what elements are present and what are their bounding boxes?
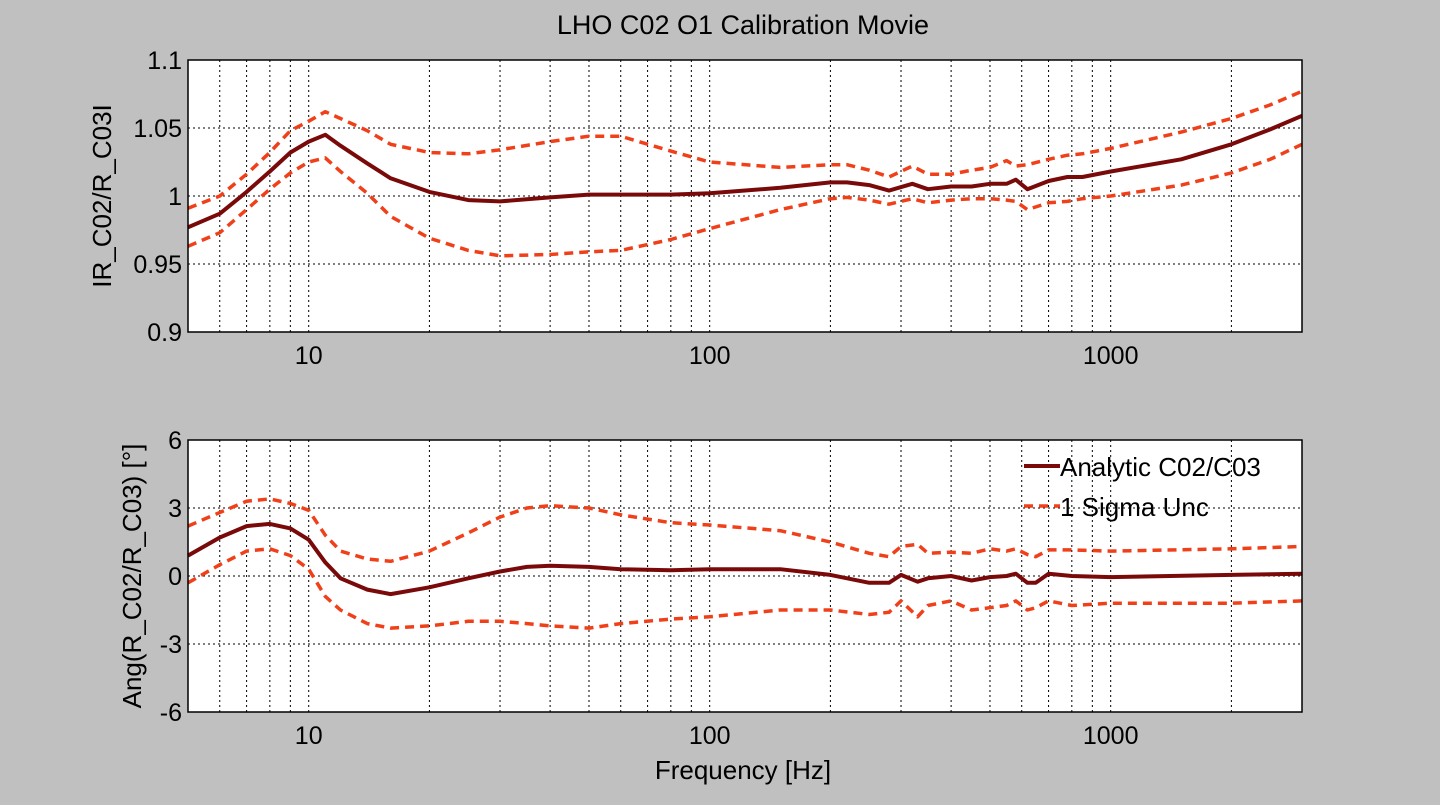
bottom-axes-frame <box>187 439 1303 713</box>
top-axes-frame <box>187 59 1303 333</box>
bottom-x-tick-label: 1000 <box>1083 722 1139 750</box>
legend-label-analytic: Analytic C02/C03 <box>1060 452 1261 482</box>
top-series-sigma-lower <box>187 142 1303 258</box>
bottom-y-tick-label: 0 <box>168 563 182 591</box>
bottom-y-axis-label: Ang(R_C02/R_C03) [°] <box>117 444 147 709</box>
top-x-tick-label: 1000 <box>1083 342 1139 370</box>
bottom-y-tick-label: 3 <box>168 495 182 523</box>
bottom-plot-area <box>187 497 1303 630</box>
top-x-tick-label: 100 <box>689 342 731 370</box>
bottom-axes: -6 -3 0 3 6 10 100 1000 Ang(R_C02/R_C03) [°] Fr… <box>117 427 1303 785</box>
top-x-tick-label: 10 <box>295 342 323 370</box>
top-y-tick-label: 0.9 <box>147 319 182 347</box>
bottom-y-tick-label: -3 <box>160 631 182 659</box>
top-series-sigma-upper <box>187 89 1303 210</box>
bottom-y-tick-label: 6 <box>168 427 182 455</box>
legend: Analytic C02/C03 1 Sigma Unc <box>1024 452 1261 522</box>
top-y-axis-label: IR_C02/R_C03I <box>87 104 117 288</box>
top-axes: 0.9 0.95 1 1.05 1.1 10 100 1000 IR_C02/R_C03I <box>87 47 1303 370</box>
top-y-tick-label: 1.1 <box>147 47 182 75</box>
top-y-tick-label: 1 <box>168 183 182 211</box>
bottom-x-tick-label: 100 <box>689 722 731 750</box>
top-series-analytic <box>187 113 1303 230</box>
top-plot-area <box>187 89 1303 258</box>
bottom-series-analytic <box>187 521 1303 597</box>
legend-label-sigma: 1 Sigma Unc <box>1060 492 1209 522</box>
bottom-series-sigma-upper <box>187 497 1303 564</box>
x-axis-label: Frequency [Hz] <box>655 755 831 785</box>
bottom-tick-labels: -6 -3 0 3 6 10 100 1000 <box>160 427 1139 750</box>
chart-title: LHO C02 O1 Calibration Movie <box>557 10 929 40</box>
bottom-y-tick-label: -6 <box>160 699 182 727</box>
bottom-x-tick-label: 10 <box>295 722 323 750</box>
bottom-series-sigma-lower <box>187 547 1303 630</box>
top-tick-labels: 0.9 0.95 1 1.05 1.1 10 100 1000 <box>133 47 1138 370</box>
top-y-tick-label: 0.95 <box>133 251 182 279</box>
top-y-tick-label: 1.05 <box>133 115 182 143</box>
